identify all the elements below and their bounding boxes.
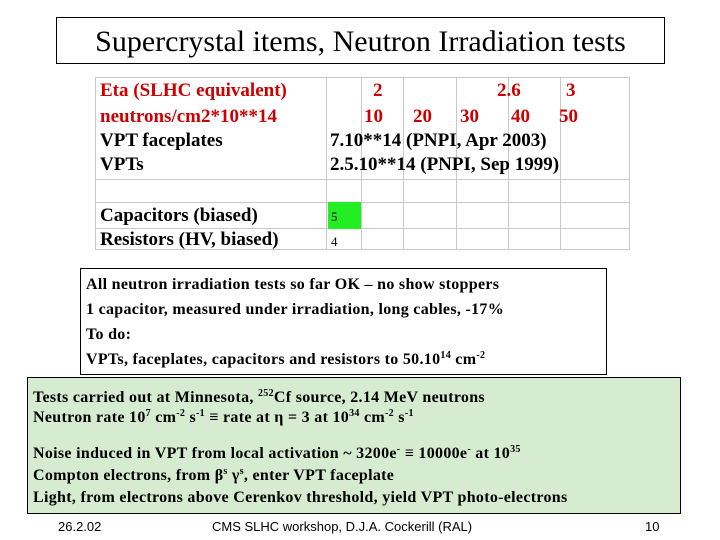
capacitor-status-cell: [328, 202, 361, 229]
vpt-faceplates-value: 7.10**14 (PNPI, Apr 2003): [330, 130, 547, 151]
eta-value: 2.6: [497, 80, 521, 101]
neutron-value: 20: [413, 106, 432, 127]
table-divider: [456, 77, 457, 250]
eta-label: Eta (SLHC equivalent): [100, 80, 287, 101]
table-divider: [403, 77, 404, 250]
irradiation-table: [95, 77, 630, 250]
capacitors-label: Capacitors (biased): [100, 205, 258, 226]
table-divider: [508, 77, 509, 250]
eta-value: 3: [566, 80, 576, 101]
neutron-label: neutrons/cm2*10**14: [100, 106, 277, 127]
footer-center: CMS SLHC workshop, D.J.A. Cockerill (RAL…: [212, 519, 473, 534]
footer-page-number: 10: [645, 519, 660, 534]
eta-value: 2: [373, 80, 383, 101]
neutron-value: 30: [460, 106, 479, 127]
capacitors-value: 5: [331, 209, 338, 224]
table-divider: [95, 202, 630, 203]
neutron-value: 10: [364, 106, 383, 127]
summary-line: 1 capacitor, measured under irradiation,…: [86, 301, 504, 318]
table-divider: [95, 179, 630, 180]
neutron-value: 50: [559, 106, 578, 127]
summary-line: To do:: [86, 326, 132, 343]
vpts-value: 2.5.10**14 (PNPI, Sep 1999): [330, 154, 560, 175]
resistors-value: 4: [331, 234, 338, 249]
table-divider: [361, 77, 362, 250]
table-divider: [95, 228, 630, 229]
summary-box: All neutron irradiation tests so far OK …: [80, 268, 607, 375]
resistors-label: Resistors (HV, biased): [100, 229, 279, 250]
footer-date: 26.2.02: [58, 519, 102, 534]
neutron-value: 40: [511, 106, 530, 127]
details-line: Noise induced in VPT from local activati…: [33, 444, 521, 463]
details-line: Light, from electrons above Cerenkov thr…: [33, 489, 568, 506]
vpt-faceplates-label: VPT faceplates: [100, 130, 223, 151]
details-line: Tests carried out at Minnesota, 252Cf so…: [33, 388, 485, 407]
summary-line: All neutron irradiation tests so far OK …: [86, 276, 500, 293]
vpts-label: VPTs: [100, 154, 144, 175]
title-box: Supercrystal items, Neutron Irradiation …: [56, 17, 665, 64]
table-divider: [326, 77, 327, 250]
details-line: Neutron rate 107 cm-2 s-1 ≡ rate at η = …: [33, 408, 414, 427]
page-title: Supercrystal items, Neutron Irradiation …: [95, 25, 626, 58]
table-divider: [560, 77, 561, 250]
test-details-box: Tests carried out at Minnesota, 252Cf so…: [27, 377, 681, 514]
details-line: Compton electrons, from βs γs, enter VPT…: [33, 466, 395, 485]
summary-line: VPTs, faceplates, capacitors and resisto…: [86, 350, 486, 369]
